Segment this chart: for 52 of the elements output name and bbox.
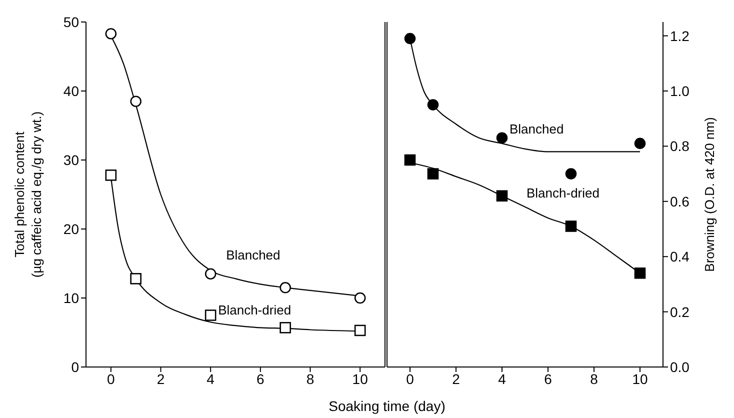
- x-tick-label: 2: [156, 370, 165, 387]
- point: [427, 168, 439, 180]
- x-tick-label: 10: [632, 370, 648, 387]
- point: [496, 190, 508, 202]
- y2-tick-label: 0.2: [670, 304, 690, 320]
- point: [105, 28, 117, 40]
- point: [565, 220, 577, 232]
- point: [496, 132, 508, 144]
- x-tick-label: 0: [107, 370, 116, 387]
- point: [404, 154, 416, 166]
- y2-tick-label: 1.0: [670, 82, 690, 99]
- series-label: Blanch-dried: [218, 302, 292, 318]
- point: [354, 324, 366, 336]
- x-axis-title: Soaking time (day): [328, 398, 446, 414]
- point: [130, 96, 142, 107]
- point: [105, 170, 117, 181]
- point: [280, 322, 291, 334]
- x-tick-label: 0: [406, 370, 414, 387]
- series-label: Blanched: [226, 247, 280, 262]
- point: [130, 273, 142, 284]
- point: [427, 99, 439, 110]
- x-tick-label: 8: [590, 370, 598, 387]
- y2-axis-title: Browning (O.D. at 420 nm): [702, 117, 717, 272]
- y-tick-label: 50: [63, 14, 80, 30]
- x-tick-label: 4: [498, 370, 506, 387]
- series-label: Blanch-dried: [526, 186, 600, 201]
- x-tick-label: 8: [306, 370, 314, 387]
- point: [634, 138, 646, 150]
- y-tick-label: 0: [71, 358, 80, 375]
- point: [634, 268, 646, 279]
- series-label: Blanched: [509, 121, 564, 136]
- y2-tick-label: 0.8: [670, 138, 690, 154]
- y-axis-title: Total phenolic content (µg caffeic acid eq./g dry wt.): [12, 111, 44, 278]
- point: [204, 268, 216, 280]
- y-tick-label: 10: [63, 290, 80, 306]
- x-tick-label: 6: [544, 370, 552, 387]
- x-tick-label: 6: [256, 370, 265, 387]
- point: [565, 168, 577, 180]
- y2-tick-label: 1.2: [670, 28, 690, 44]
- x-tick-label: 10: [352, 370, 368, 387]
- point: [354, 292, 366, 304]
- y-tick-label: 30: [63, 152, 80, 168]
- x-tick-label: 2: [452, 370, 460, 387]
- point: [204, 310, 216, 321]
- point: [280, 282, 291, 294]
- y2-tick-label: 0.0: [670, 358, 690, 375]
- point: [404, 32, 416, 44]
- y-tick-label: 40: [63, 82, 80, 99]
- x-tick-label: 4: [206, 370, 215, 387]
- y2-tick-label: 0.4: [670, 248, 690, 265]
- y2-tick-label: 0.6: [670, 193, 690, 210]
- y-tick-label: 20: [63, 220, 80, 237]
